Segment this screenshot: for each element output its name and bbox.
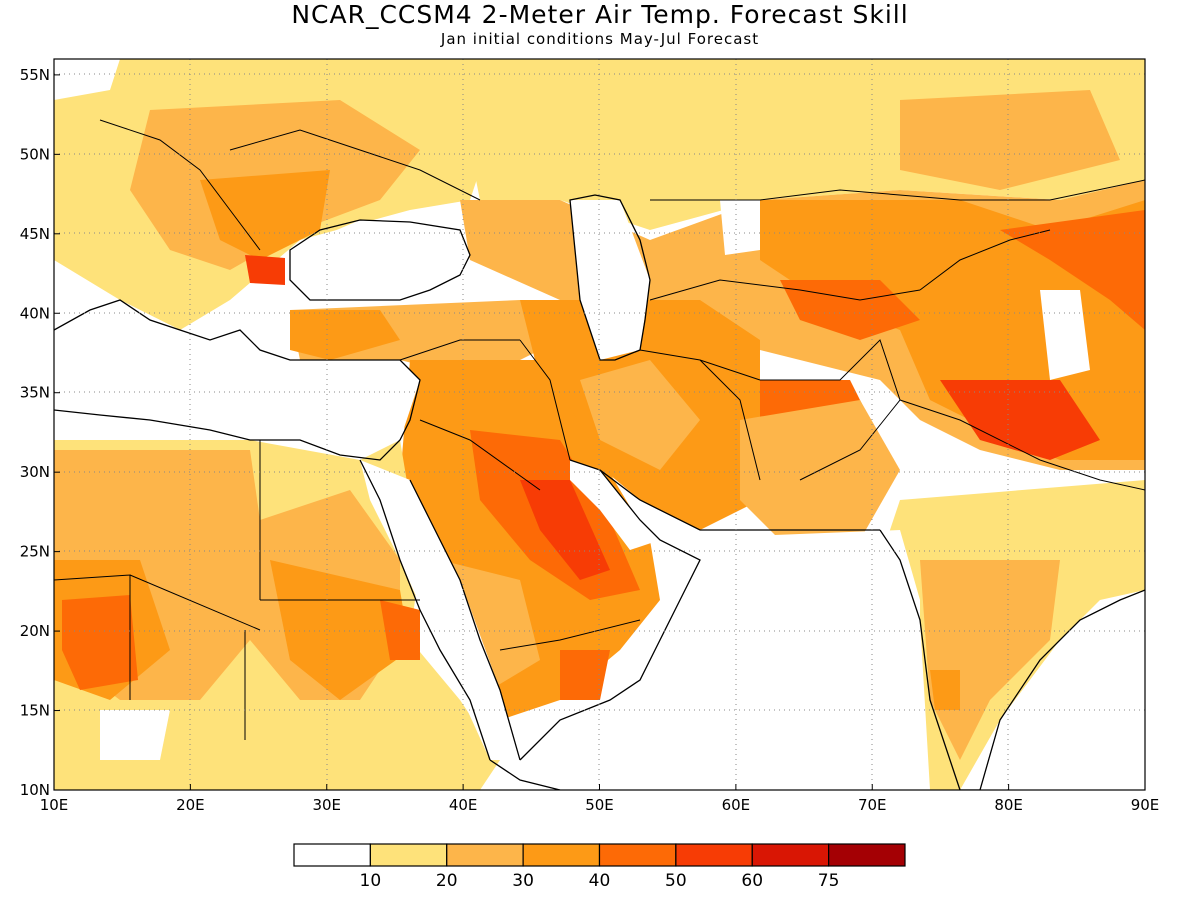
colorbar-swatch (370, 844, 446, 866)
colorbar-swatch (600, 844, 676, 866)
colorbar-swatch (676, 844, 752, 866)
colorbar-swatch (294, 844, 370, 866)
colorbar-swatch (829, 844, 905, 866)
lat-tick-label: 40N (20, 304, 50, 322)
lon-tick-label: 30E (312, 796, 341, 814)
colorbar-label: 60 (741, 871, 763, 891)
lat-tick-label: 50N (20, 145, 50, 163)
lat-tick-label: 55N (20, 66, 50, 84)
colorbar-label: 40 (589, 871, 611, 891)
colorbar-label: 30 (512, 871, 534, 891)
aral-white (720, 200, 760, 255)
lat-tick-label: 30N (20, 463, 50, 481)
shade-india-orange (930, 670, 960, 710)
map-area (54, 59, 1145, 790)
lat-tick-label: 15N (20, 702, 50, 720)
lat-tick-label: 10N (20, 781, 50, 799)
lat-tick-label: 45N (20, 225, 50, 243)
colorbar-label: 75 (818, 871, 840, 891)
colorbar-label: 10 (360, 871, 382, 891)
colorbar-swatch (523, 844, 599, 866)
lon-tick-label: 60E (722, 796, 751, 814)
lat-tick-label: 20N (20, 622, 50, 640)
colorbar: 10 20 30 40 50 60 75 (294, 844, 905, 891)
lat-tick-label: 25N (20, 543, 50, 561)
lon-tick-label: 90E (1131, 796, 1160, 814)
lat-tick-label: 35N (20, 384, 50, 402)
lon-tick-label: 20E (176, 796, 205, 814)
lon-tick-label: 50E (585, 796, 614, 814)
colorbar-label: 50 (665, 871, 687, 891)
colorbar-label: 20 (436, 871, 458, 891)
lon-tick-label: 80E (994, 796, 1023, 814)
lon-tick-label: 40E (449, 796, 478, 814)
shade-africa-white-patch (100, 710, 170, 760)
shade-balkan-red (245, 255, 285, 285)
colorbar-swatch (447, 844, 523, 866)
colorbar-swatch (752, 844, 828, 866)
lon-tick-label: 70E (858, 796, 887, 814)
